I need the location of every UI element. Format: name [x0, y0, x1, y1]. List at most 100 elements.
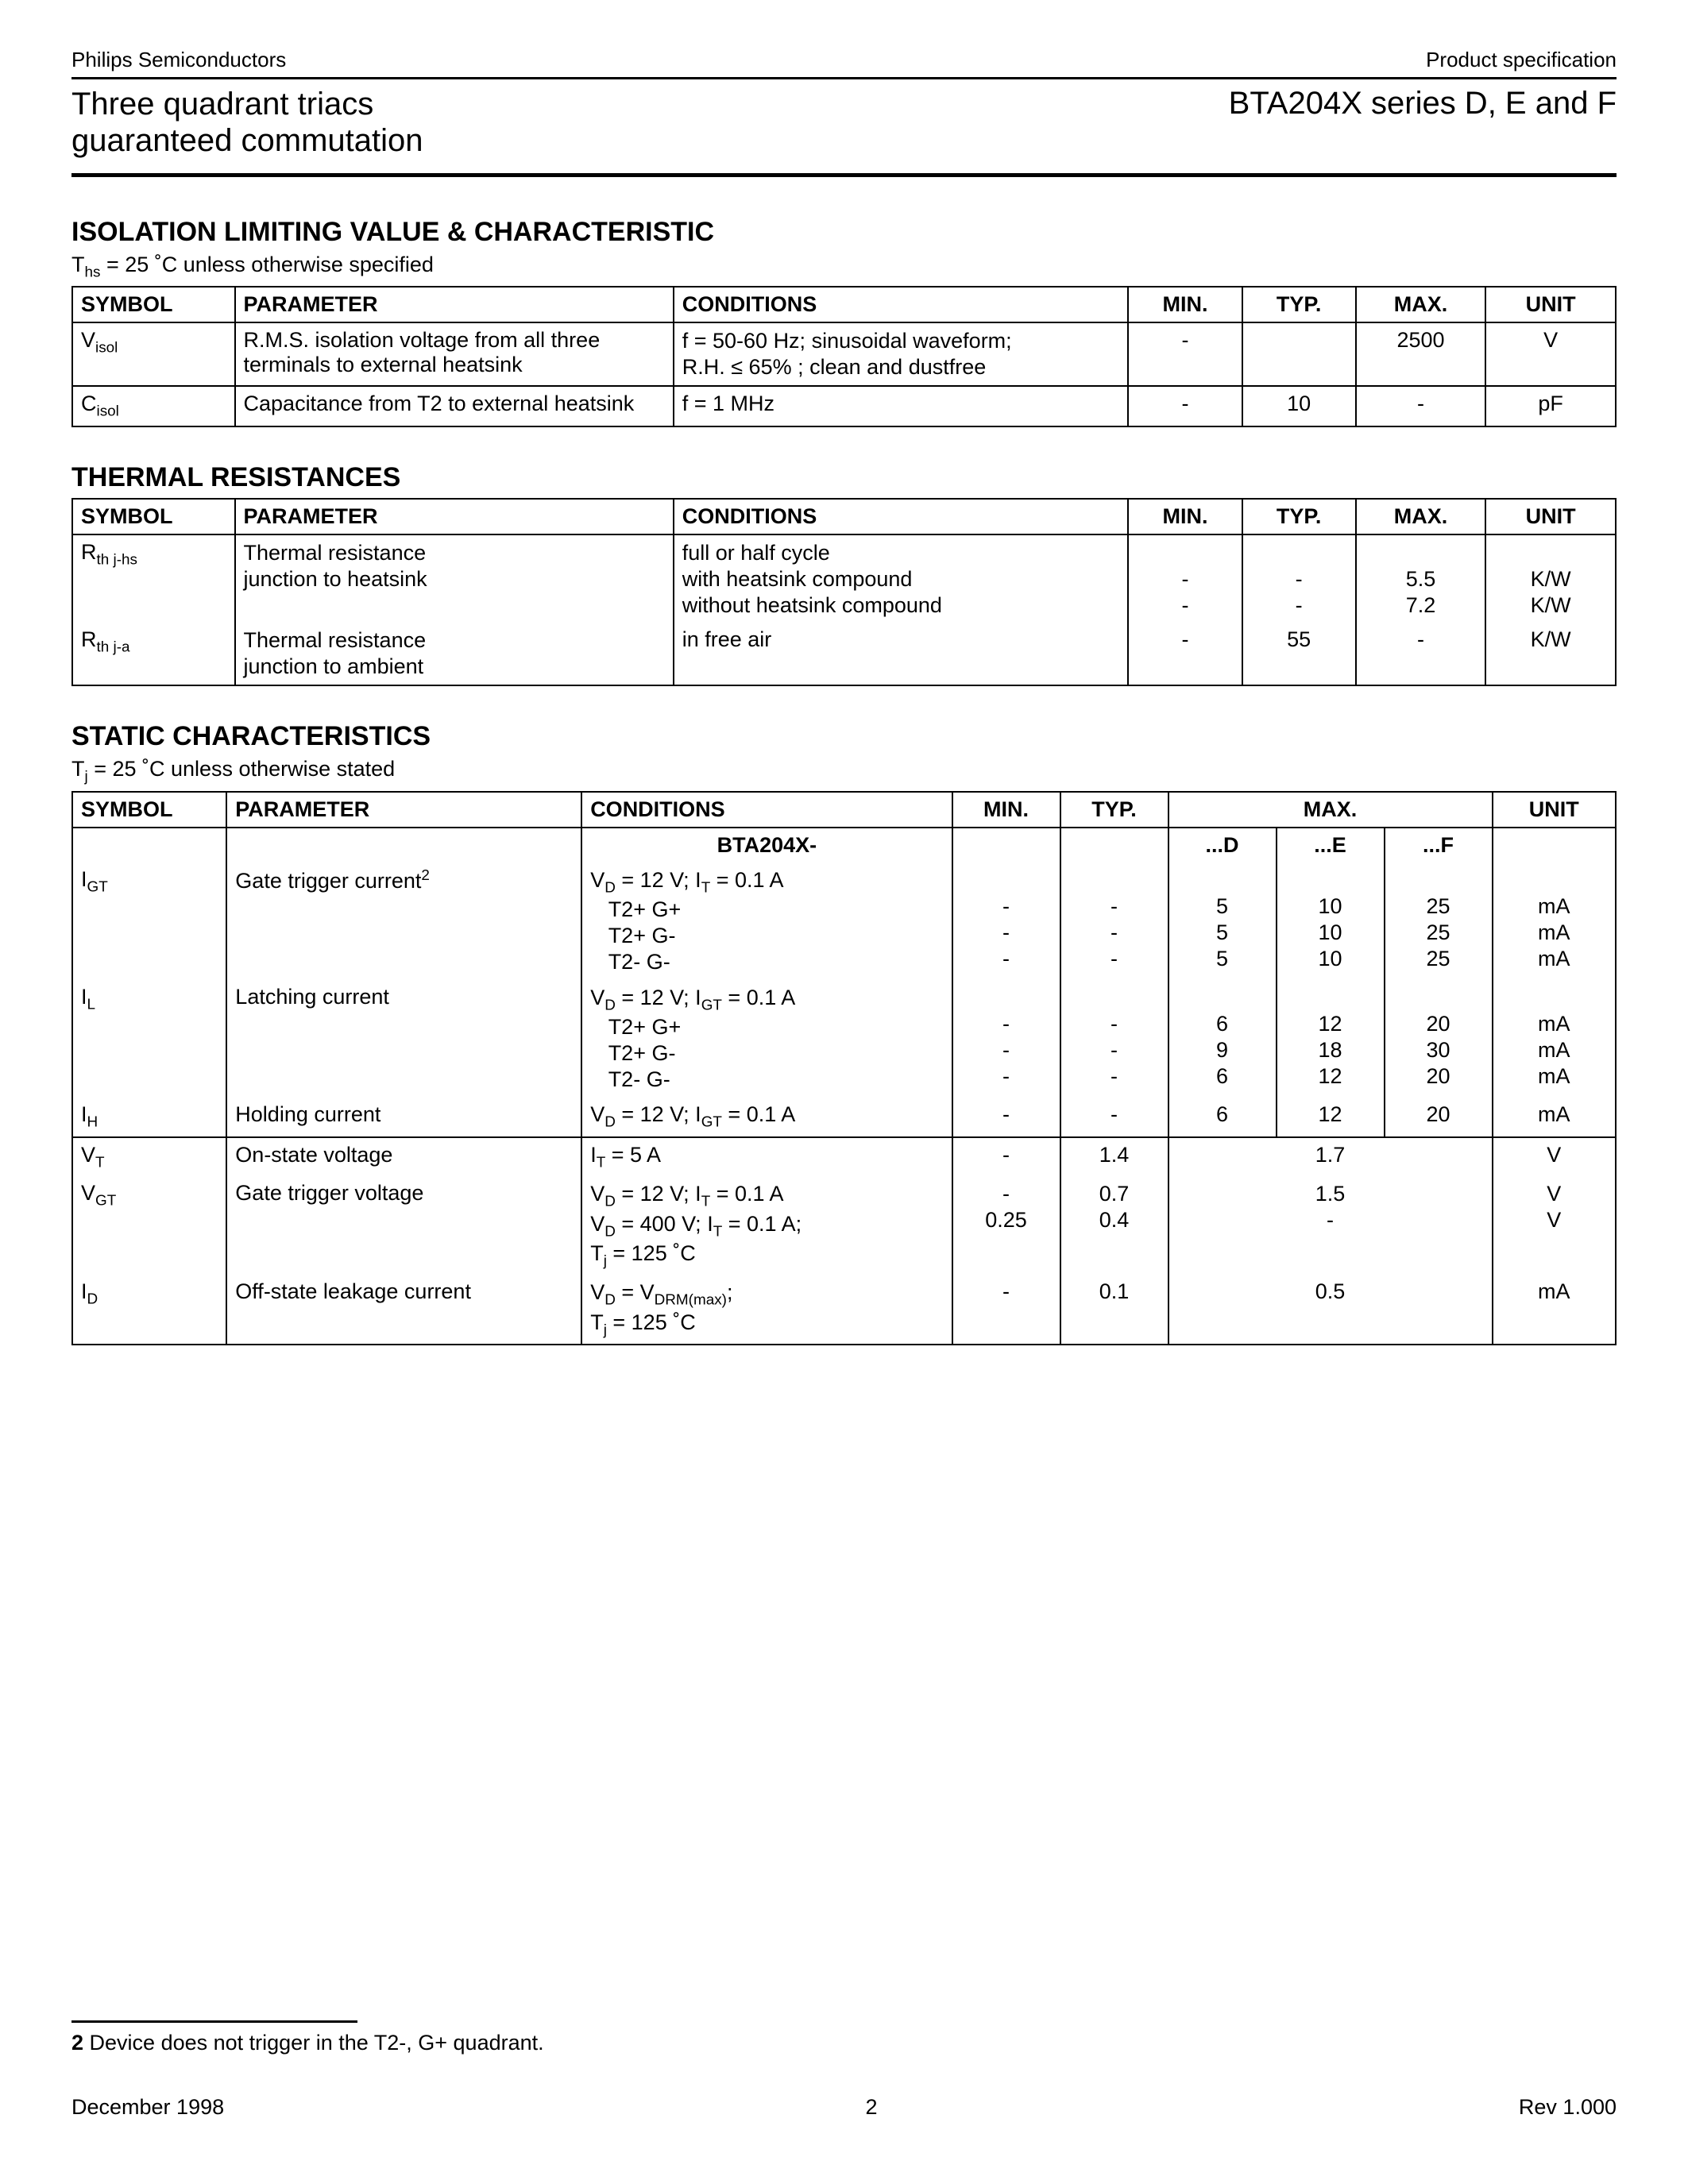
- cell-unit: mAmAmA: [1493, 862, 1616, 980]
- cell-typ: -: [1060, 1098, 1168, 1136]
- col-typ: TYP.: [1242, 287, 1356, 322]
- cell-typ: 1.4: [1060, 1137, 1168, 1176]
- thermal-title: THERMAL RESISTANCES: [71, 462, 1617, 493]
- cell-unit: pF: [1485, 386, 1616, 426]
- subcol-f: ...F: [1385, 828, 1493, 862]
- cell-typ: ---: [1060, 980, 1168, 1098]
- cell-symbol: ID: [72, 1275, 226, 1345]
- product-title-left: Three quadrant triacs guaranteed commuta…: [71, 86, 423, 159]
- cell-blank: [952, 828, 1060, 862]
- cell-min: -: [952, 1098, 1060, 1136]
- footer-page: 2: [866, 2095, 878, 2120]
- cell-symbol: Rth j-a: [72, 623, 235, 685]
- table-subheader-row: BTA204X- ...D ...E ...F: [72, 828, 1616, 862]
- cell-max-f: 252525: [1385, 862, 1493, 980]
- table-row: Visol R.M.S. isolation voltage from all …: [72, 322, 1616, 386]
- col-min: MIN.: [1128, 499, 1242, 534]
- col-unit: UNIT: [1493, 792, 1616, 828]
- cell-parameter: Gate trigger current2: [226, 862, 581, 980]
- cell-symbol: IGT: [72, 862, 226, 980]
- cell-symbol: IL: [72, 980, 226, 1098]
- cell-max: -: [1356, 386, 1486, 426]
- cell-max-f: 20: [1385, 1098, 1493, 1136]
- cell-symbol: Rth j-hs: [72, 534, 235, 623]
- thermal-table: SYMBOL PARAMETER CONDITIONS MIN. TYP. MA…: [71, 498, 1617, 687]
- table-row: IGT Gate trigger current2 VD = 12 V; IT …: [72, 862, 1616, 980]
- cell-parameter: Gate trigger voltage: [226, 1176, 581, 1275]
- isolation-title: ISOLATION LIMITING VALUE & CHARACTERISTI…: [71, 217, 1617, 248]
- col-parameter: PARAMETER: [226, 792, 581, 828]
- cell-max: 1.7: [1168, 1137, 1493, 1176]
- cell-parameter: Thermal resistancejunction to heatsink: [235, 534, 674, 623]
- doc-type: Product specification: [1426, 48, 1617, 72]
- col-parameter: PARAMETER: [235, 287, 674, 322]
- cell-min: -0.25: [952, 1176, 1060, 1275]
- cell-unit: mA: [1493, 1098, 1616, 1136]
- cell-blank: [226, 828, 581, 862]
- cell-max: -: [1356, 623, 1486, 685]
- cell-max: 0.5: [1168, 1275, 1493, 1345]
- cell-max-d: 6: [1168, 1098, 1277, 1136]
- cell-blank: [1493, 828, 1616, 862]
- table-row: IH Holding current VD = 12 V; IGT = 0.1 …: [72, 1098, 1616, 1136]
- cell-min: -: [1128, 386, 1242, 426]
- footnote-rule: [71, 2020, 357, 2023]
- cell-max-d: 696: [1168, 980, 1277, 1098]
- product-title-line1: Three quadrant triacs: [71, 87, 373, 122]
- static-title: STATIC CHARACTERISTICS: [71, 721, 1617, 752]
- cell-parameter: Off-state leakage current: [226, 1275, 581, 1345]
- isolation-subtitle: Ths = 25 ˚C unless otherwise specified: [71, 253, 1617, 281]
- footnote-text: Device does not trigger in the T2-, G+ q…: [90, 2031, 544, 2055]
- table-row: VT On-state voltage IT = 5 A - 1.4 1.7 V: [72, 1137, 1616, 1176]
- col-symbol: SYMBOL: [72, 287, 235, 322]
- cell-typ: ---: [1060, 862, 1168, 980]
- subcol-e: ...E: [1277, 828, 1385, 862]
- page-footer: December 1998 2 Rev 1.000: [71, 2095, 1617, 2120]
- col-max: MAX.: [1356, 499, 1486, 534]
- table-row: ID Off-state leakage current VD = VDRM(m…: [72, 1275, 1616, 1345]
- cell-unit: mA: [1493, 1275, 1616, 1345]
- cell-typ: 0.1: [1060, 1275, 1168, 1345]
- cell-conditions: VD = 12 V; IGT = 0.1 A T2+ G+ T2+ G- T2-…: [581, 980, 952, 1098]
- static-subtitle: Tj = 25 ˚C unless otherwise stated: [71, 757, 1617, 785]
- cell-min: -: [952, 1137, 1060, 1176]
- product-title-right: BTA204X series D, E and F: [1229, 86, 1617, 159]
- col-unit: UNIT: [1485, 287, 1616, 322]
- model-header: BTA204X-: [581, 828, 952, 862]
- cell-conditions: f = 1 MHz: [674, 386, 1129, 426]
- col-parameter: PARAMETER: [235, 499, 674, 534]
- cell-symbol: VGT: [72, 1176, 226, 1275]
- cell-min: -: [952, 1275, 1060, 1345]
- cell-conditions: VD = 12 V; IGT = 0.1 A: [581, 1098, 952, 1136]
- cell-typ: 0.70.4: [1060, 1176, 1168, 1275]
- cell-unit: K/W: [1485, 623, 1616, 685]
- cell-parameter: R.M.S. isolation voltage from all three …: [235, 322, 674, 386]
- cell-min: --: [1128, 534, 1242, 623]
- cell-parameter: On-state voltage: [226, 1137, 581, 1176]
- cell-symbol: IH: [72, 1098, 226, 1136]
- cell-conditions: IT = 5 A: [581, 1137, 952, 1176]
- table-row: Rth j-a Thermal resistancejunction to am…: [72, 623, 1616, 685]
- cell-parameter: Capacitance from T2 to external heatsink: [235, 386, 674, 426]
- footnote: 2 Device does not trigger in the T2-, G+…: [71, 2031, 1617, 2055]
- footnote-number: 2: [71, 2031, 83, 2055]
- col-min: MIN.: [952, 792, 1060, 828]
- cell-unit: VV: [1493, 1176, 1616, 1275]
- cell-typ: [1242, 322, 1356, 386]
- cell-typ: 55: [1242, 623, 1356, 685]
- cell-max: 2500: [1356, 322, 1486, 386]
- cell-typ: 10: [1242, 386, 1356, 426]
- table-header-row: SYMBOL PARAMETER CONDITIONS MIN. TYP. MA…: [72, 499, 1616, 534]
- col-min: MIN.: [1128, 287, 1242, 322]
- cell-conditions: f = 50-60 Hz; sinusoidal waveform;R.H. ≤…: [674, 322, 1129, 386]
- col-typ: TYP.: [1060, 792, 1168, 828]
- table-row: VGT Gate trigger voltage VD = 12 V; IT =…: [72, 1176, 1616, 1275]
- cell-min: ---: [952, 980, 1060, 1098]
- table-row: Cisol Capacitance from T2 to external he…: [72, 386, 1616, 426]
- product-title-line2: guaranteed commutation: [71, 123, 423, 158]
- cell-unit: V: [1485, 322, 1616, 386]
- footer-date: December 1998: [71, 2095, 224, 2120]
- cell-conditions: VD = 12 V; IT = 0.1 AVD = 400 V; IT = 0.…: [581, 1176, 952, 1275]
- cell-conditions: VD = 12 V; IT = 0.1 A T2+ G+ T2+ G- T2- …: [581, 862, 952, 980]
- cell-min: -: [1128, 322, 1242, 386]
